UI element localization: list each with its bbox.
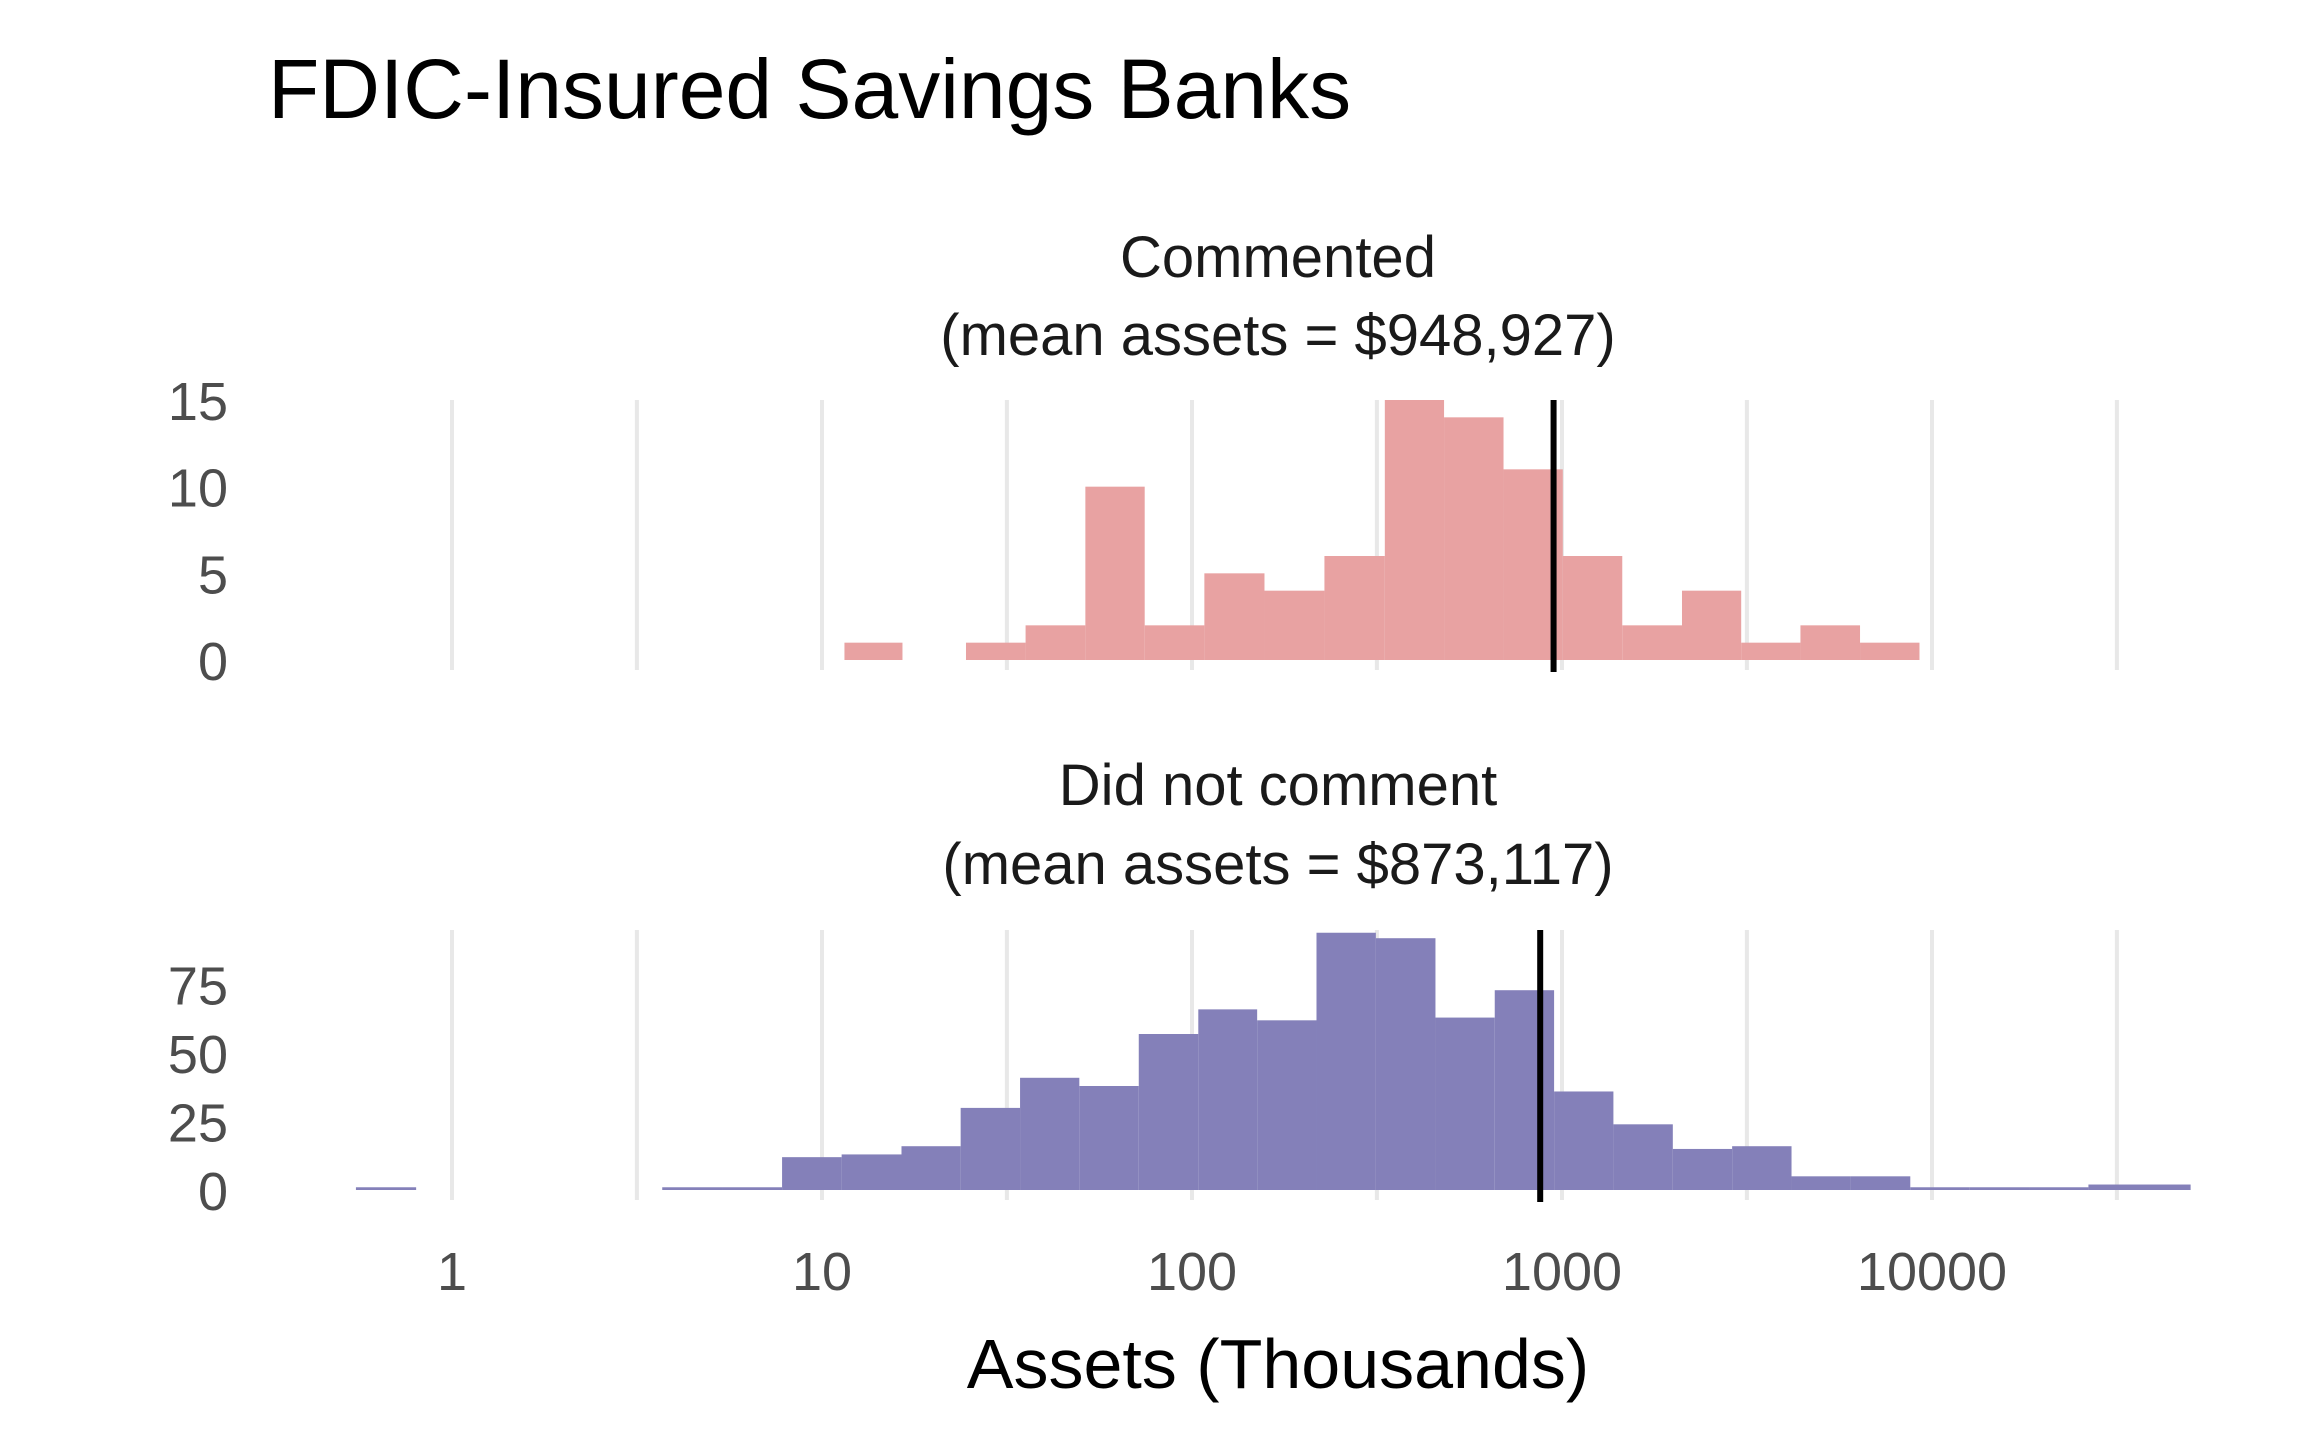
histogram-bar [1613, 1124, 1673, 1190]
y-tick-label: 5 [198, 545, 228, 605]
x-tick-label: 1 [437, 1242, 467, 1302]
x-tick-label: 1000 [1502, 1242, 1622, 1302]
histogram-bar [1204, 573, 1265, 660]
histogram-bar [1264, 590, 1325, 660]
histogram-bar [965, 642, 1026, 660]
y-tick-label: 0 [198, 1162, 228, 1222]
histogram-bar [1741, 642, 1801, 660]
x-axis-title: Assets (Thousands) [967, 1325, 1589, 1403]
panel-did-not-comment: Did not comment (mean assets = $873,117)… [168, 753, 2191, 1222]
y-tick-label: 0 [198, 632, 228, 692]
x-tick-label: 10 [792, 1242, 852, 1302]
bars [844, 400, 1920, 660]
panel-title-line2: (mean assets = $873,117) [942, 832, 1613, 897]
x-tick-label: 100 [1147, 1242, 1237, 1302]
histogram-bar [1324, 556, 1385, 660]
histogram-bar [1732, 1146, 1792, 1190]
histogram-bar [1554, 1091, 1614, 1190]
y-tick-label: 15 [168, 372, 228, 432]
histogram-bar [1025, 625, 1086, 660]
chart-title: FDIC-Insured Savings Banks [268, 42, 1351, 136]
histogram-bar [1085, 486, 1145, 660]
histogram-bar [841, 1154, 902, 1190]
bars [355, 932, 2191, 1190]
histogram-bar [1860, 642, 1920, 660]
histogram-bar [1969, 1187, 2030, 1190]
panel-title-line1: Commented [1120, 225, 1436, 290]
panel-commented: Commented (mean assets = $948,927) 0 5 10 1… [168, 225, 2119, 692]
histogram-bar [1850, 1176, 1911, 1190]
histogram-bar [2088, 1184, 2191, 1190]
y-tick-label: 50 [168, 1025, 228, 1085]
histogram-bar [662, 1187, 723, 1190]
histogram-bar [1800, 625, 1861, 660]
histogram-bar [960, 1107, 1021, 1190]
y-tick-label: 75 [168, 957, 228, 1017]
histogram-bar [1316, 932, 1376, 1190]
histogram-bar [2029, 1187, 2089, 1190]
histogram-bar [1444, 417, 1504, 660]
y-ticks: 0 5 10 15 [168, 372, 228, 692]
histogram-bar [1562, 556, 1623, 660]
histogram-bar [1435, 1017, 1495, 1190]
histogram-bar [355, 1187, 417, 1190]
panel-title-line2: (mean assets = $948,927) [940, 303, 1615, 368]
histogram-bar [1375, 938, 1436, 1190]
x-axis-ticks: 1 10 100 1000 10000 [437, 1242, 2007, 1302]
histogram-bar [1672, 1148, 1733, 1190]
histogram-bar [1681, 590, 1742, 660]
histogram-bar [1910, 1187, 1970, 1190]
histogram-bar [901, 1146, 961, 1190]
histogram-bar [1622, 625, 1682, 660]
histogram-bar [1138, 1034, 1199, 1190]
histogram-bar [1257, 1020, 1317, 1190]
histogram-bar [1144, 625, 1205, 660]
histogram-bar [844, 642, 903, 660]
histogram-bar [782, 1157, 842, 1190]
histogram-bar [1020, 1077, 1080, 1190]
histogram-bar [1494, 990, 1555, 1190]
histogram-bar [1198, 1009, 1258, 1190]
gridlines [450, 400, 2119, 670]
y-tick-label: 10 [168, 459, 228, 519]
histogram-bar [1384, 400, 1445, 660]
histogram-bar [1079, 1086, 1139, 1190]
y-ticks: 0 25 50 75 [168, 957, 228, 1222]
y-tick-label: 25 [168, 1094, 228, 1154]
x-tick-label: 10000 [1857, 1242, 2007, 1302]
panel-title-line1: Did not comment [1059, 753, 1497, 818]
histogram-bar [722, 1187, 783, 1190]
histogram-bar [1791, 1176, 1851, 1190]
